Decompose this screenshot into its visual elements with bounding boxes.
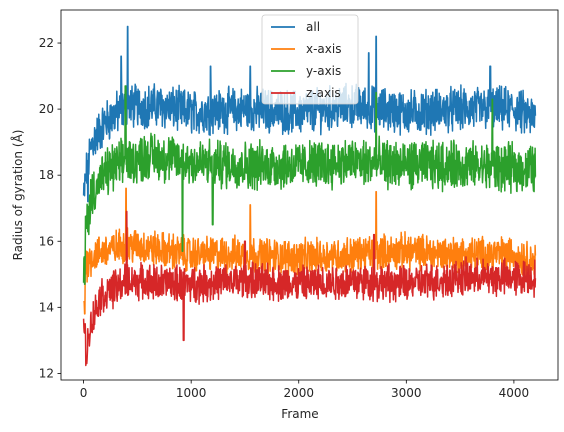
y-tick-label: 16 — [39, 234, 54, 248]
x-tick-label: 1000 — [176, 386, 207, 400]
series-line-x-axis — [82, 187, 537, 315]
x-axis-label: Frame — [281, 407, 318, 421]
x-tick-label: 3000 — [391, 386, 422, 400]
x-tick-label: 0 — [80, 386, 88, 400]
y-tick-label: 12 — [39, 366, 54, 380]
y-tick-label: 20 — [39, 102, 54, 116]
x-tick-label: 2000 — [283, 386, 314, 400]
y-tick-label: 14 — [39, 300, 54, 314]
x-tick-label: 4000 — [499, 386, 530, 400]
series-line-y-axis — [82, 85, 537, 285]
legend-box — [261, 14, 359, 105]
legend: all x-axis y-axis z-axis — [261, 14, 359, 105]
axes-frame — [60, 9, 559, 381]
series-line-z-axis — [82, 210, 537, 367]
legend-label-x-axis: x-axis — [306, 42, 341, 56]
legend-label-y-axis: y-axis — [306, 64, 341, 78]
legend-label-z-axis: z-axis — [306, 86, 341, 100]
y-axis-ticks: 12 14 16 18 20 22 — [39, 36, 61, 380]
y-tick-label: 18 — [39, 168, 54, 182]
y-tick-label: 22 — [39, 36, 54, 50]
legend-label-all: all — [306, 20, 320, 34]
x-axis-ticks: 0 1000 2000 3000 4000 — [80, 380, 529, 400]
y-axis-label: Radius of gyration (Å) — [10, 130, 25, 261]
